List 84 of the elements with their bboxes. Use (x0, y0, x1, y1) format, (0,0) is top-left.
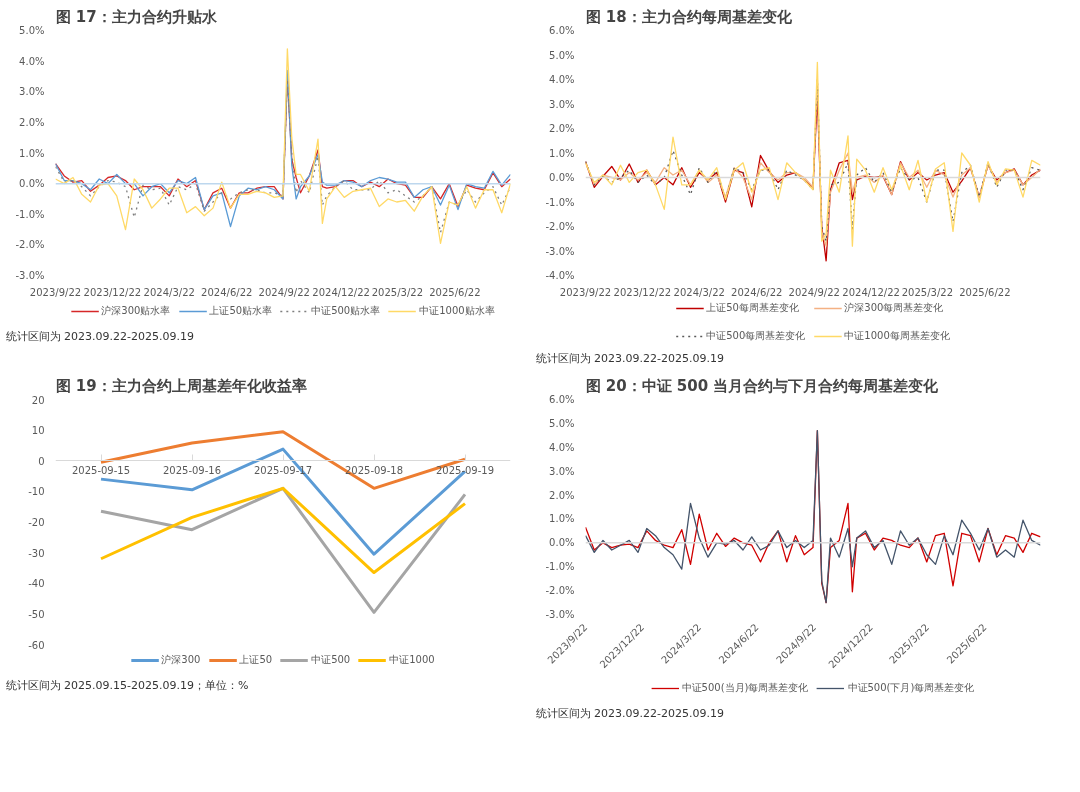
legend-label: 上证50 (239, 653, 273, 667)
x-tick-label: 2024/12/22 (842, 286, 900, 298)
y-tick-label: -1.0% (15, 208, 45, 220)
y-tick-label: 3.0% (19, 86, 45, 98)
y-tick-label: 10 (31, 425, 45, 437)
y-tick-label: -60 (28, 639, 45, 651)
y-tick-label: 1.0% (19, 147, 45, 159)
y-tick-label: -1.0% (545, 561, 575, 573)
y-tick-label: 1.0% (549, 147, 575, 159)
y-tick-label: 2.0% (549, 123, 575, 134)
text: 统计区间为 2025.09.15-2025.09.19；单位：% (5, 678, 249, 692)
y-tick-label: -1.0% (545, 196, 575, 208)
x-tick-label: 2024/3/22 (673, 286, 725, 298)
legend-label: 中证1000 (389, 653, 435, 667)
y-tick-label: 5.0% (549, 49, 575, 61)
x-tick-label: 2025-09-16 (162, 464, 222, 476)
y-tick-label: -20 (28, 517, 45, 528)
chart-title: 图 17：主力合约升贴水 (55, 7, 218, 26)
chart-title: 图 20：中证 500 当月合约与下月合约每周基差变化 (585, 376, 940, 395)
line-series (99, 486, 467, 575)
chart-title: 图 18：主力合约每周基差变化 (585, 7, 793, 26)
y-tick-label: -2.0% (15, 239, 45, 251)
x-tick-label: 2025/6/22 (959, 286, 1011, 298)
text: 统计区间为 2023.09.22-2025.09.19 (5, 329, 194, 343)
y-tick-label: 20 (31, 394, 45, 406)
y-tick-label: 3.0% (549, 465, 575, 477)
y-tick-label: -2.0% (545, 221, 575, 232)
y-tick-label: -4.0% (545, 270, 575, 281)
legend-label: 沪深300贴水率 (101, 304, 171, 318)
y-tick-label: -2.0% (545, 585, 575, 597)
x-tick-label: 2025/3/22 (901, 286, 954, 298)
y-tick-label: 6.0% (549, 25, 575, 36)
y-tick-label: 5.0% (549, 417, 575, 429)
y-tick-label: -50 (28, 608, 45, 620)
y-tick-label: 6.0% (549, 394, 575, 405)
x-tick-label: 2024/6/22 (201, 286, 253, 298)
y-tick-label: 0.0% (19, 178, 45, 190)
y-tick-label: 2.0% (19, 116, 45, 128)
text: 统计区间为 2023.09.22-2025.09.19 (535, 706, 724, 720)
y-tick-label: -30 (28, 547, 45, 559)
text: 统计区间为 2023.09.22-2025.09.19 (535, 351, 724, 365)
x-tick-label: 2024/12/22 (312, 286, 370, 298)
legend-label: 上证50贴水率 (209, 304, 273, 318)
x-tick-label: 2023/12/22 (83, 286, 142, 298)
legend-label: 沪深300每周基差变化 (844, 301, 944, 315)
x-tick-label: 2025-09-19 (435, 464, 495, 476)
x-tick-label: 2024/9/22 (258, 286, 310, 298)
y-tick-label: 0.0% (549, 537, 575, 549)
y-tick-label: 2.0% (549, 489, 575, 501)
y-tick-label: 4.0% (549, 74, 575, 85)
legend-label: 中证500(下月)每周基差变化 (847, 681, 975, 695)
x-tick-label: 2024/3/22 (143, 286, 195, 298)
y-tick-label: -40 (28, 578, 45, 590)
x-tick-label: 2023/9/22 (559, 286, 612, 298)
y-tick-label: 1.0% (549, 513, 575, 525)
y-tick-label: -3.0% (15, 270, 45, 281)
legend-label: 上证50每周基差变化 (706, 301, 799, 315)
y-tick-label: 4.0% (19, 55, 45, 67)
legend-label: 中证1000贴水率 (419, 304, 495, 318)
y-tick-label: 3.0% (549, 98, 575, 110)
legend-label: 中证1000每周基差变化 (844, 329, 950, 343)
x-tick-label: 2023/9/22 (29, 286, 82, 298)
y-tick-label: -3.0% (545, 609, 575, 620)
legend-label: 中证500贴水率 (311, 304, 381, 318)
y-tick-label: 0.0% (549, 172, 575, 183)
chart-title: 图 19：主力合约上周基差年化收益率 (55, 376, 307, 395)
y-tick-label: -3.0% (545, 245, 575, 257)
x-tick-label: 2023/12/22 (613, 286, 672, 298)
legend-label: 中证500(当月)每周基差变化 (681, 681, 809, 695)
y-tick-label: 4.0% (549, 441, 575, 453)
y-tick-label: 5.0% (19, 25, 45, 36)
x-tick-label: 2025-09-15 (71, 464, 131, 476)
legend-label: 中证500每周基差变化 (706, 329, 806, 343)
x-tick-label: 2025/6/22 (429, 286, 481, 298)
x-tick-label: 2025-09-18 (344, 464, 404, 476)
line-series (585, 429, 1041, 604)
y-tick-label: -10 (28, 486, 45, 498)
x-tick-label: 2024/9/22 (788, 286, 840, 298)
legend-label: 中证500 (311, 653, 351, 667)
x-tick-label: 2025/3/22 (371, 286, 424, 298)
y-tick-label: 0 (38, 455, 45, 467)
line-series (55, 48, 511, 244)
legend-label: 沪深300 (161, 653, 201, 667)
x-tick-label: 2024/6/22 (731, 286, 783, 298)
